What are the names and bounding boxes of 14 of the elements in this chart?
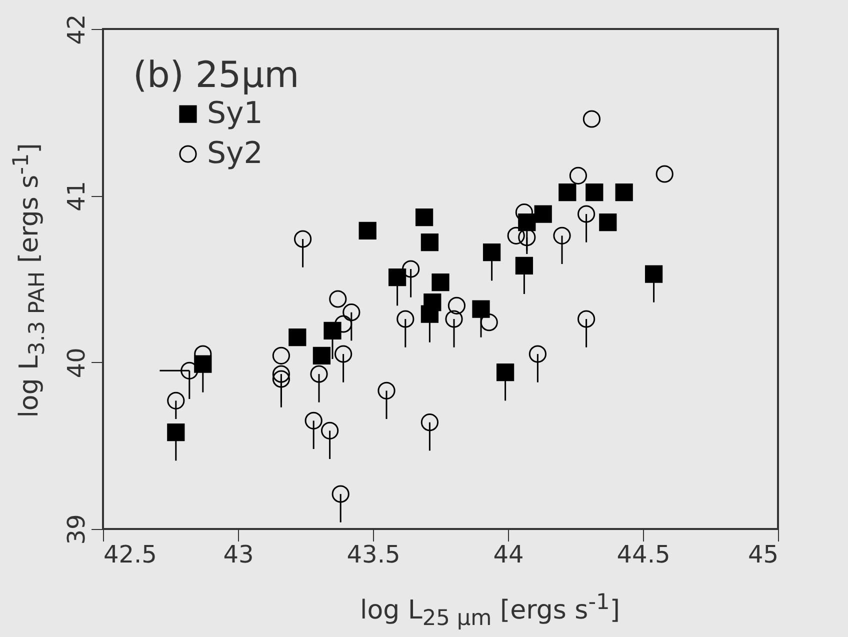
x-tick-label: 42.5 <box>104 540 157 568</box>
x-tick-label: 44.5 <box>616 540 670 568</box>
x-tick-label: 45 <box>748 540 778 568</box>
y-tick-label: 42 <box>62 14 90 45</box>
annotation: (b) 25μm <box>133 55 300 96</box>
x-tick-label: 44 <box>493 540 524 568</box>
y-tick-label: 39 <box>62 514 90 545</box>
y-tick-label: 41 <box>62 180 90 212</box>
legend-label: Sy1 <box>207 96 263 131</box>
x-tick-label: 43.5 <box>346 540 400 568</box>
x-axis-title: log L$_{25 μm}$ [ergs s$^{-1}$] <box>359 590 621 631</box>
legend-label: Sy2 <box>207 136 263 171</box>
x-tick-label: 43 <box>223 540 254 568</box>
y-tick-label: 40 <box>62 348 90 378</box>
